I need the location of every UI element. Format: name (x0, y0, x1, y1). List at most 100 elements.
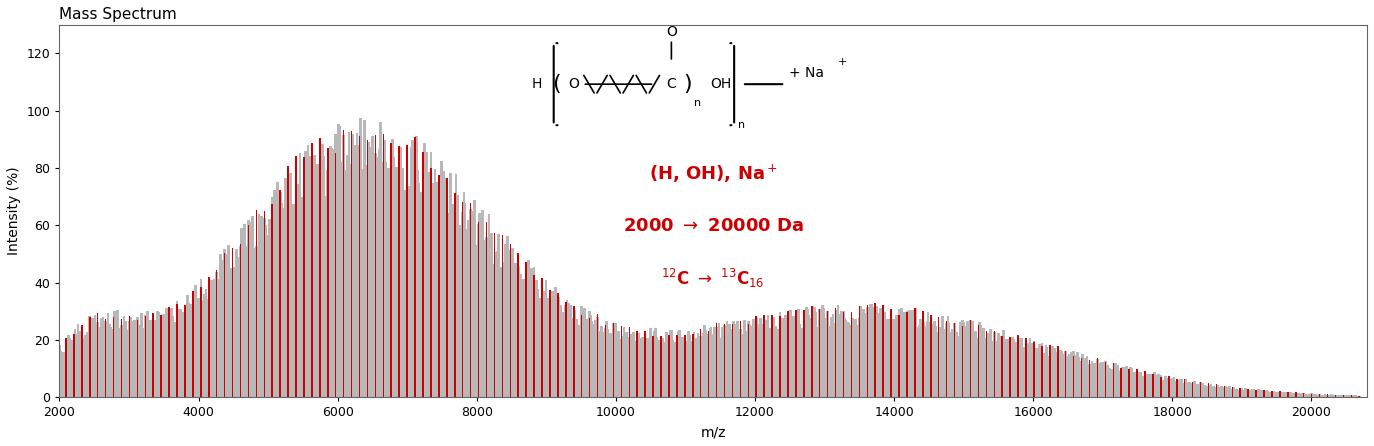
Bar (268, 219, 271, 397)
Bar (1094, 363, 1096, 397)
Bar (1347, 396, 1349, 397)
Bar (319, 168, 322, 397)
Bar (1073, 362, 1076, 397)
Bar (201, 301, 203, 397)
Bar (235, 249, 238, 397)
Bar (886, 326, 889, 397)
Bar (473, 200, 475, 397)
Bar (611, 323, 614, 397)
Bar (462, 202, 463, 397)
Bar (1254, 390, 1257, 397)
Bar (764, 315, 765, 397)
Bar (552, 300, 555, 397)
Bar (625, 332, 628, 397)
Bar (117, 310, 118, 397)
Bar (1105, 362, 1106, 397)
Bar (169, 314, 172, 397)
Bar (447, 220, 449, 397)
Bar (202, 300, 205, 397)
Bar (1120, 368, 1123, 397)
Bar (672, 340, 675, 397)
Bar (279, 190, 280, 397)
Bar (602, 332, 605, 397)
Bar (731, 329, 734, 397)
Bar (785, 314, 787, 397)
Bar (1145, 377, 1147, 397)
Bar (713, 327, 716, 397)
Bar (1073, 356, 1074, 397)
Bar (644, 331, 646, 397)
Bar (927, 312, 929, 397)
Bar (724, 324, 725, 397)
Bar (481, 210, 484, 397)
Bar (892, 319, 894, 397)
Bar (796, 310, 797, 397)
Bar (1290, 392, 1293, 397)
Bar (1286, 393, 1289, 397)
Bar (1294, 393, 1297, 397)
Bar (284, 178, 287, 397)
Bar (128, 321, 131, 397)
Bar (1327, 394, 1329, 397)
Bar (1351, 395, 1352, 397)
Bar (747, 321, 750, 397)
Bar (642, 337, 644, 397)
Bar (651, 337, 654, 397)
Bar (1345, 395, 1347, 397)
Bar (470, 210, 471, 397)
Bar (1195, 384, 1198, 397)
Bar (797, 309, 800, 397)
Bar (361, 175, 363, 397)
Bar (808, 315, 811, 397)
Bar (375, 165, 378, 397)
Bar (304, 151, 306, 397)
Bar (1162, 380, 1165, 397)
Bar (1128, 368, 1131, 397)
Bar (708, 334, 710, 397)
Bar (1228, 386, 1231, 397)
Bar (573, 318, 576, 397)
Bar (334, 134, 337, 397)
Bar (104, 321, 107, 397)
Bar (1296, 393, 1298, 397)
Bar (76, 334, 78, 397)
Bar (153, 322, 155, 397)
Bar (1342, 395, 1345, 397)
Bar (312, 179, 315, 397)
Bar (84, 335, 87, 397)
Bar (328, 146, 331, 397)
Bar (304, 157, 305, 397)
Bar (1184, 379, 1186, 397)
Bar (914, 330, 916, 397)
Bar (1358, 396, 1360, 397)
Bar (519, 274, 522, 397)
Bar (774, 330, 776, 397)
Bar (1123, 367, 1125, 397)
Bar (725, 321, 728, 397)
Bar (257, 215, 260, 397)
Bar (807, 309, 809, 397)
Bar (890, 310, 892, 397)
Bar (1183, 383, 1186, 397)
Bar (521, 285, 523, 397)
Bar (573, 306, 574, 397)
Bar (998, 333, 999, 397)
Bar (236, 257, 239, 397)
Bar (82, 339, 84, 397)
Bar (165, 308, 168, 397)
Bar (837, 305, 840, 397)
Bar (400, 173, 403, 397)
Bar (1156, 375, 1158, 397)
Bar (139, 325, 142, 397)
Bar (911, 310, 914, 397)
Bar (741, 337, 743, 397)
Bar (458, 227, 460, 397)
Bar (702, 333, 705, 397)
Bar (914, 308, 915, 397)
Bar (1149, 374, 1151, 397)
Bar (877, 313, 879, 397)
Bar (376, 157, 379, 397)
Bar (1351, 395, 1353, 397)
Bar (609, 334, 611, 397)
Bar (196, 298, 199, 397)
